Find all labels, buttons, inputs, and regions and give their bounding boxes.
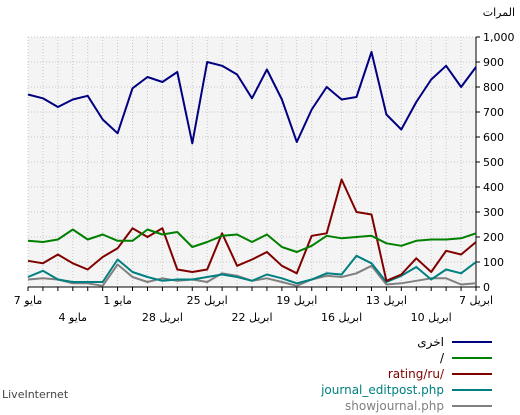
series-line bbox=[27, 51, 477, 145]
y-tick-label: 0 bbox=[483, 281, 490, 294]
y-tick-label: 400 bbox=[483, 181, 504, 194]
legend-label: اخرى bbox=[417, 335, 444, 349]
x-tick-label: 19 ابريل bbox=[276, 294, 317, 307]
y-tick-label: 300 bbox=[483, 206, 504, 219]
legend-item: showjournal.php bbox=[192, 399, 492, 415]
y-tick-label: 600 bbox=[483, 131, 504, 144]
chart-legend: اخرى / rating/ru/ journal_editpost.php s… bbox=[192, 335, 492, 415]
x-tick-label: 10 ابريل bbox=[411, 311, 452, 324]
legend-label: rating/ru/ bbox=[387, 367, 444, 381]
legend-item: اخرى bbox=[192, 335, 492, 351]
x-tick-label: 7 مايو bbox=[14, 294, 43, 307]
line-chart: 0 100 200 300 400 500 600 700 800 900 1,000 المرات 7… bbox=[14, 6, 515, 324]
brand-label: LiveInternet bbox=[2, 388, 69, 401]
x-tick-label: 13 ابريل bbox=[366, 294, 407, 307]
y-tick-label: 700 bbox=[483, 106, 504, 119]
x-tick-label: 25 ابريل bbox=[187, 294, 228, 307]
x-tick-label: 28 ابريل bbox=[142, 311, 183, 324]
legend-label: / bbox=[439, 351, 444, 365]
x-tick-label: 4 مايو bbox=[59, 311, 88, 324]
x-tick-label: 1 مايو bbox=[103, 294, 132, 307]
series-line bbox=[27, 228, 477, 253]
y-tick-label: 100 bbox=[483, 256, 504, 269]
series-line bbox=[27, 178, 477, 282]
y-tick-label: 800 bbox=[483, 81, 504, 94]
y-tick-label: 1,000 bbox=[483, 31, 515, 44]
x-tick-label: 16 ابريل bbox=[321, 311, 362, 324]
y-tick-label: 500 bbox=[483, 156, 504, 169]
plot-area bbox=[28, 37, 476, 287]
legend-swatch bbox=[452, 389, 492, 391]
y-tick-label: 200 bbox=[483, 231, 504, 244]
x-tick-label: 7 ابريل bbox=[459, 294, 493, 307]
legend-item: rating/ru/ bbox=[192, 367, 492, 383]
legend-label: journal_editpost.php bbox=[321, 383, 444, 397]
series-line bbox=[27, 254, 477, 285]
y-tick-label: 900 bbox=[483, 56, 504, 69]
legend-swatch bbox=[452, 341, 492, 343]
y-axis-title: المرات bbox=[483, 6, 515, 19]
legend-label: showjournal.php bbox=[345, 399, 444, 413]
x-tick-label: 22 ابريل bbox=[231, 311, 272, 324]
legend-swatch bbox=[452, 405, 492, 407]
legend-swatch bbox=[452, 357, 492, 359]
legend-swatch bbox=[452, 373, 492, 375]
legend-item: journal_editpost.php bbox=[192, 383, 492, 399]
legend-item: / bbox=[192, 351, 492, 367]
